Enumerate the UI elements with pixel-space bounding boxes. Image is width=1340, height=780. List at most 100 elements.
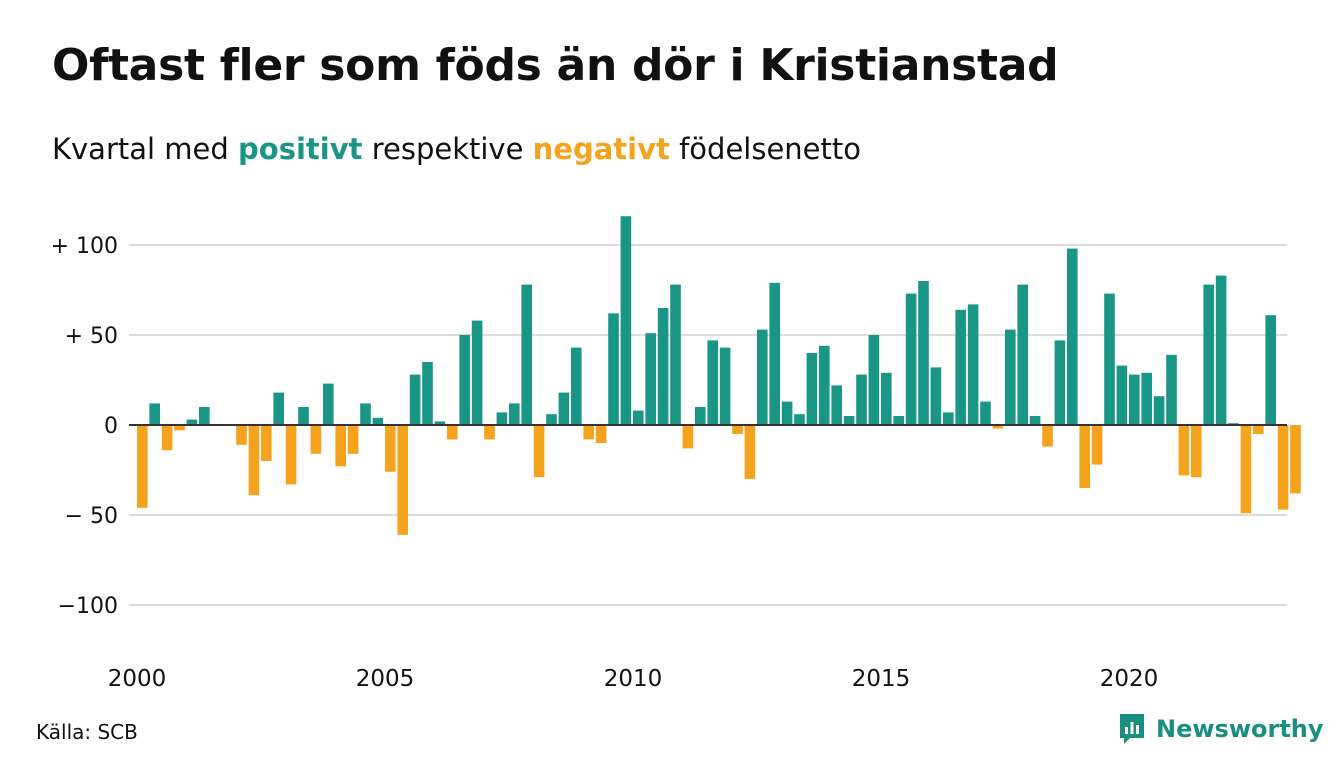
bar (509, 403, 520, 425)
bar (434, 421, 446, 425)
grid-layer (129, 244, 1287, 606)
bar (769, 282, 780, 425)
bar (918, 281, 929, 425)
bar (261, 425, 272, 461)
bar (806, 353, 818, 425)
bar (310, 425, 322, 454)
bar (385, 425, 396, 472)
bar (1067, 248, 1078, 425)
x-tick-label: 2000 (108, 666, 167, 692)
bar (943, 412, 954, 425)
bar (1178, 425, 1190, 476)
bar (856, 374, 867, 425)
bar (323, 383, 334, 425)
bar (149, 403, 160, 425)
bar (794, 414, 805, 425)
bar (447, 425, 458, 440)
y-tick-label: − 50 (65, 504, 118, 529)
bar (955, 309, 966, 425)
bar (285, 425, 297, 485)
x-tick-label: 2010 (604, 666, 663, 692)
bar (967, 304, 979, 425)
bar (1017, 284, 1028, 425)
bar (236, 425, 247, 445)
subtitle-positive-word: positivt (238, 132, 363, 166)
y-tick-label: + 50 (65, 324, 118, 349)
bar (347, 425, 359, 454)
x-tick-label: 2015 (852, 666, 911, 692)
bar (881, 372, 892, 425)
bar (409, 374, 421, 425)
bar (819, 345, 830, 425)
bar (893, 416, 904, 425)
bar (843, 416, 855, 425)
bar (422, 362, 433, 425)
bar (484, 425, 495, 440)
bar (1005, 329, 1016, 425)
bar (695, 407, 706, 425)
bar (360, 403, 371, 425)
bar (1054, 340, 1066, 425)
bar (199, 407, 210, 425)
bar (273, 392, 284, 425)
bar (459, 335, 470, 425)
bar (682, 425, 694, 449)
bar (186, 419, 198, 425)
bar (298, 407, 309, 425)
bar (1153, 396, 1165, 425)
bar (1203, 284, 1214, 425)
bar (992, 425, 1004, 429)
bar (744, 425, 756, 479)
newsworthy-logo-icon (1120, 714, 1144, 744)
bar-chart: + 100 + 50 0 − 50 −100 2000 2005 2010 2015 2020 (51, 216, 1301, 692)
bar (757, 329, 768, 425)
bar (571, 347, 582, 425)
bars-layer (137, 216, 1301, 535)
bar (496, 412, 508, 425)
x-tick-label: 2020 (1100, 666, 1159, 692)
chart-title: Oftast fler som föds än dör i Kristianst… (52, 40, 1059, 91)
bar (633, 410, 644, 425)
bar (335, 425, 346, 467)
bar (1215, 275, 1227, 425)
bar (657, 308, 669, 425)
x-axis-labels: 2000 2005 2010 2015 2020 (108, 666, 1159, 692)
bar (137, 425, 148, 508)
subtitle-prefix: Kvartal med (52, 132, 239, 166)
bar (1191, 425, 1202, 478)
bar (1240, 425, 1252, 514)
bar (868, 335, 880, 425)
bar (533, 425, 545, 478)
bar (1129, 374, 1140, 425)
y-tick-label: −100 (58, 594, 118, 619)
bar (732, 425, 743, 434)
bar (905, 293, 917, 425)
brand-logo: Newsworthy (1118, 712, 1324, 746)
bar (1253, 425, 1264, 434)
bar (707, 340, 718, 425)
bar (980, 401, 991, 425)
bar (670, 284, 681, 425)
y-axis-labels: + 100 + 50 0 − 50 −100 (51, 234, 118, 619)
bar (1277, 425, 1289, 510)
bar (1141, 372, 1152, 425)
bar (397, 425, 408, 535)
bar (1166, 354, 1177, 425)
y-tick-label: 0 (104, 414, 118, 439)
source-note: Källa: SCB (36, 720, 138, 744)
bar (1104, 293, 1115, 425)
bar (620, 216, 632, 425)
chart-subtitle: Kvartal med positivt respektive negativt… (52, 132, 861, 166)
bar (595, 425, 607, 443)
bar (546, 414, 557, 425)
bar (1265, 315, 1276, 425)
bar (719, 347, 731, 425)
bar (1042, 425, 1053, 447)
bar (471, 320, 483, 425)
subtitle-middle: respektive (362, 132, 533, 166)
bar (558, 392, 570, 425)
bar (248, 425, 260, 496)
bar (1116, 365, 1128, 425)
bar (1091, 425, 1103, 465)
bar (174, 425, 185, 431)
